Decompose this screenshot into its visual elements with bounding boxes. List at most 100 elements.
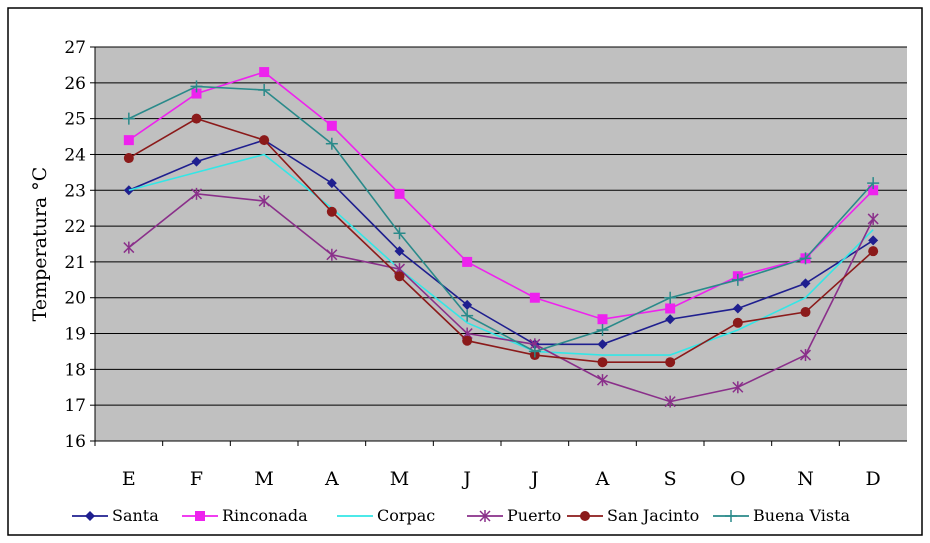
y-tick-label: 27 (64, 38, 86, 58)
legend-item-corpac: Corpac (337, 506, 435, 525)
circle-marker (394, 271, 405, 282)
diamond-marker (191, 156, 202, 167)
diamond-marker (85, 511, 95, 521)
x-tick-label: N (797, 468, 814, 490)
square-marker (665, 303, 676, 314)
plus-marker (461, 309, 474, 322)
star-marker (799, 349, 812, 362)
circle-marker (326, 206, 337, 217)
legend-label: San Jacinto (607, 506, 699, 525)
x-tick-label: J (529, 468, 539, 490)
legend-item-buena-vista: Buena Vista (713, 506, 850, 525)
diamond-marker (732, 303, 743, 314)
star-marker (258, 195, 270, 208)
series-corpac (128, 153, 874, 356)
diamond-marker (462, 299, 473, 310)
plus-marker (596, 323, 609, 336)
legend-label: Buena Vista (753, 506, 850, 525)
legend-label: Santa (112, 506, 159, 525)
circle-marker (665, 357, 676, 368)
circle-marker (259, 135, 270, 146)
legend-item-puerto: Puerto (467, 506, 561, 525)
y-tick-label: 24 (64, 145, 86, 165)
circle-marker (800, 307, 811, 318)
star-marker (479, 510, 491, 522)
y-tick-label: 21 (64, 253, 86, 273)
legend-label: Rinconada (222, 506, 308, 525)
x-tick-label: A (595, 468, 610, 490)
plus-marker (393, 227, 406, 240)
circle-marker (123, 153, 134, 164)
star-marker (596, 374, 609, 387)
x-tick-label: J (461, 468, 471, 490)
y-tick-label: 23 (64, 181, 86, 201)
x-tick-label: O (730, 468, 746, 490)
series-buena-vista (122, 80, 880, 358)
y-tick-label: 26 (64, 74, 86, 94)
square-marker (326, 120, 337, 131)
plus-marker (725, 510, 737, 522)
plus-marker (664, 291, 677, 304)
y-tick-label: 17 (64, 396, 86, 416)
star-marker (123, 241, 135, 254)
y-tick-label: 19 (64, 325, 86, 345)
circle-marker (732, 317, 743, 328)
x-tick-label: S (664, 468, 677, 490)
series-san-jacinto (123, 113, 879, 368)
legend-item-santa: Santa (72, 506, 159, 525)
series-group (122, 67, 880, 408)
series-line-puerto (128, 193, 874, 403)
square-marker (191, 88, 202, 99)
diamond-marker (665, 314, 676, 325)
circle-marker (580, 511, 590, 521)
series-line-santa (128, 139, 874, 346)
star-marker (664, 395, 676, 408)
y-tick-label: 25 (64, 110, 86, 130)
x-tick-label: M (390, 468, 409, 490)
square-marker (462, 256, 473, 267)
square-marker (394, 188, 405, 199)
legend-label: Puerto (507, 506, 561, 525)
x-tick-label: E (122, 468, 136, 490)
plus-marker (731, 273, 744, 286)
y-tick-label: 18 (64, 360, 86, 380)
legend: Santa Rinconada Corpac Puerto San Jacinto Bue… (72, 506, 850, 525)
circle-marker (868, 246, 879, 257)
legend-item-rinconada: Rinconada (182, 506, 308, 525)
square-marker (597, 314, 608, 325)
star-marker (190, 187, 203, 200)
x-tick-label: M (254, 468, 273, 490)
diamond-marker (800, 278, 811, 289)
square-marker (195, 511, 205, 521)
legend-label: Corpac (377, 506, 435, 525)
plus-marker (528, 345, 541, 358)
circle-marker (597, 357, 608, 368)
plus-marker (867, 177, 880, 190)
plot-area (95, 47, 907, 441)
star-marker (867, 212, 879, 225)
star-marker (326, 248, 338, 261)
y-axis-ticks: 16 17 18 19 20 21 22 23 24 25 26 27 (64, 38, 95, 452)
diamond-marker (597, 339, 608, 350)
square-marker (529, 292, 540, 303)
series-line-corpac (128, 153, 874, 356)
y-tick-label: 22 (64, 217, 86, 237)
series-line-rinconada (128, 71, 874, 321)
square-marker (259, 67, 270, 78)
diamond-marker (326, 178, 337, 189)
plus-marker (190, 80, 203, 93)
circle-marker (462, 335, 473, 346)
series-line-san-jacinto (128, 117, 874, 364)
x-tick-label: D (866, 468, 881, 490)
square-marker (123, 135, 134, 146)
series-line-buena-vista (128, 85, 874, 353)
y-axis-label: Temperatura °C (29, 167, 51, 322)
y-tick-label: 20 (64, 289, 86, 309)
square-marker (868, 185, 879, 196)
plus-marker (799, 252, 812, 265)
legend-item-san-jacinto: San Jacinto (567, 506, 699, 525)
plus-marker (122, 112, 135, 125)
star-marker (732, 381, 744, 394)
